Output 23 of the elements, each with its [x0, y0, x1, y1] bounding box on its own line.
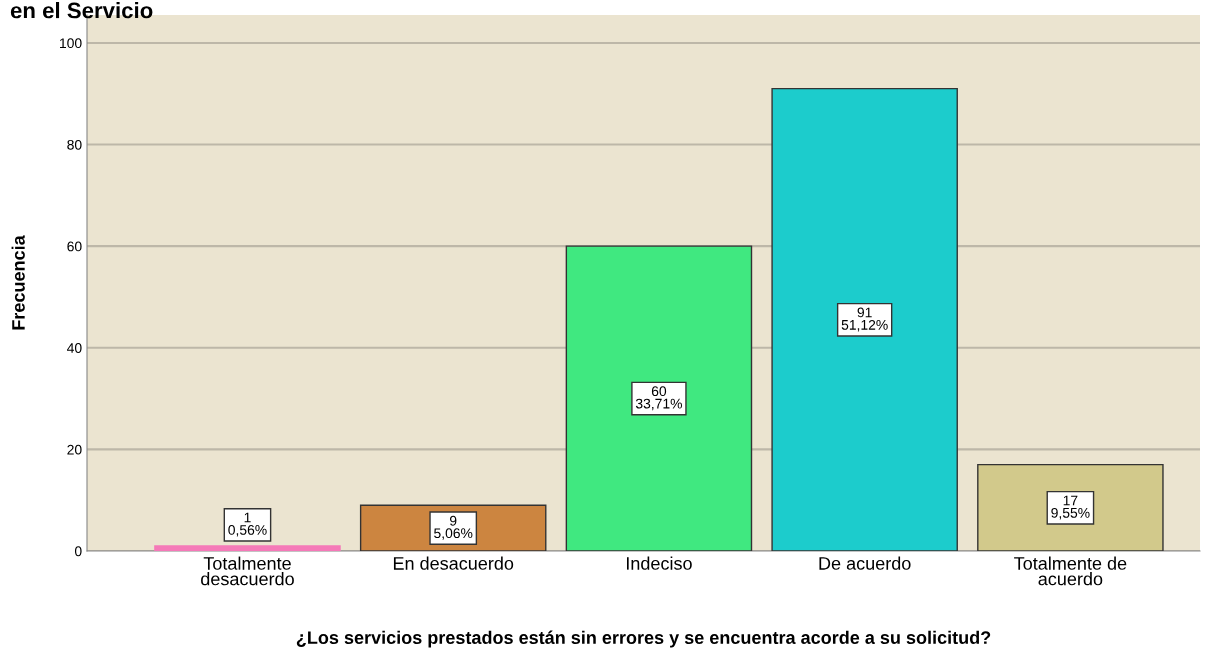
y-tick-label: 80: [67, 139, 82, 150]
x-tick-label: De acuerdo: [819, 556, 911, 570]
data-label: 1 0,56%: [228, 512, 267, 537]
data-label: 91 51,12%: [841, 307, 888, 332]
y-tick-label: 60: [67, 241, 82, 252]
bar: [977, 463, 1164, 551]
data-label: 9 5,06%: [434, 515, 473, 540]
x-tick-label: En desacuerdo: [393, 556, 514, 570]
bar: [771, 87, 958, 551]
data-label: 17 9,55%: [1051, 495, 1090, 520]
x-tick-label: Totalmente desacuerdo: [201, 556, 294, 586]
x-tick-label: Indeciso: [626, 556, 692, 570]
chart-title: en el Servicio: [10, 2, 153, 19]
bar: [154, 545, 341, 551]
y-tick-label: 100: [60, 38, 82, 49]
y-tick-label: 40: [67, 343, 82, 353]
y-tick-label: 20: [67, 444, 82, 455]
y-axis-title: Frecuencia: [11, 235, 25, 330]
x-axis-title: ¿Los servicios prestados están sin errores y se encuentra acorde a su solicitud?: [296, 630, 991, 648]
data-label: 60 33,71%: [635, 386, 682, 411]
x-tick-label: Totalmente de acuerdo: [1014, 556, 1127, 586]
bar: [565, 245, 753, 551]
y-tick-label: 0: [74, 546, 82, 557]
